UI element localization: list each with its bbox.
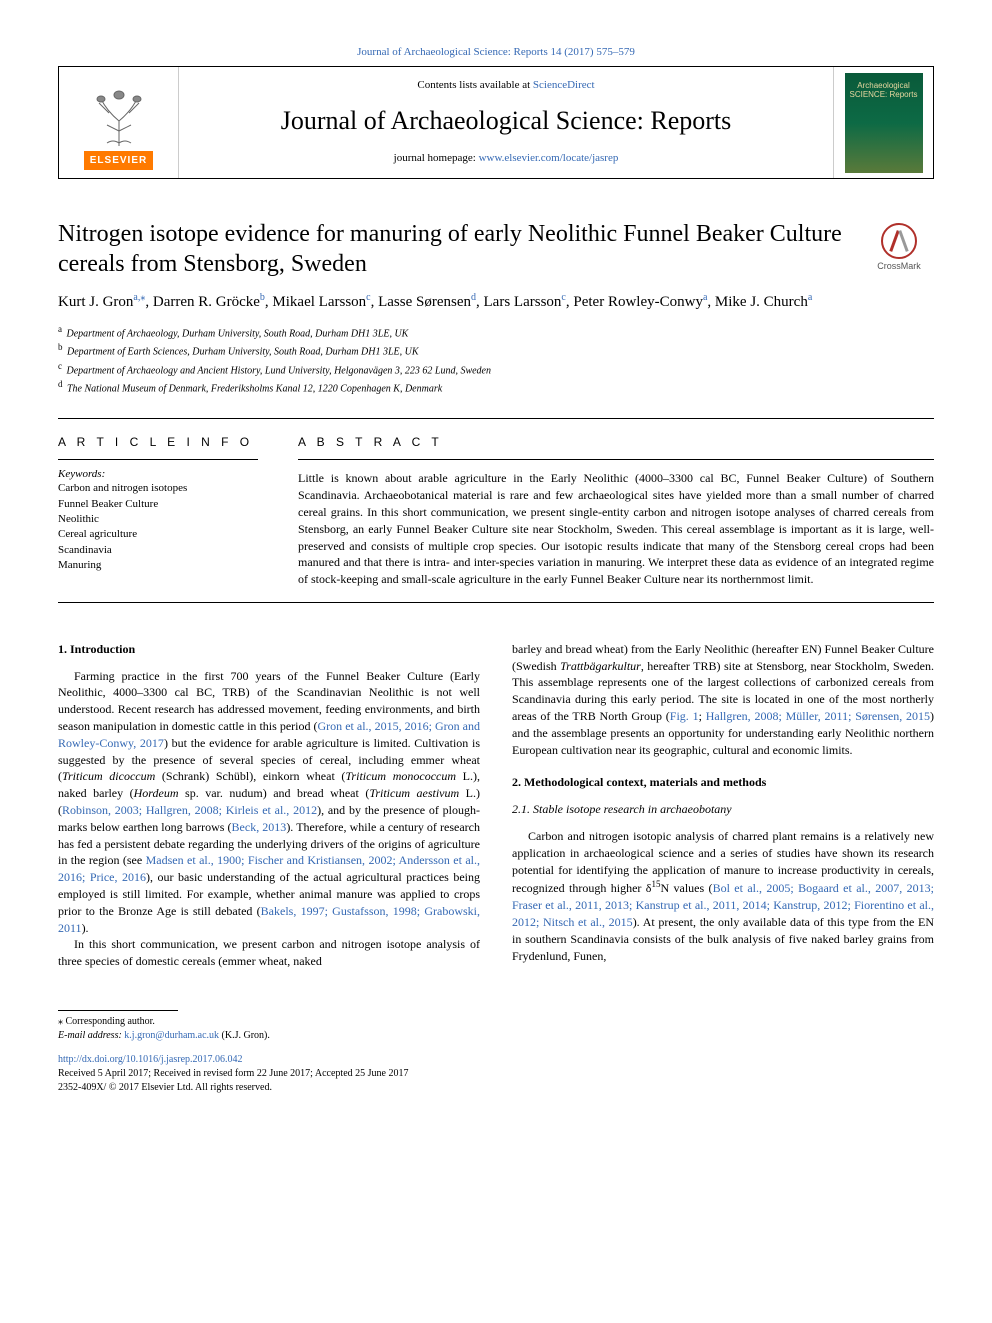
homepage-line: journal homepage: www.elsevier.com/locat… [189,152,823,164]
r-p1: barley and bread wheat) from the Early N… [512,641,934,759]
s1-p2: In this short communication, we present … [58,936,480,970]
section-2-1-heading: 2.1. Stable isotope research in archaeob… [512,801,934,818]
article-info-label: A R T I C L E I N F O [58,435,258,449]
article-title: Nitrogen isotope evidence for manuring o… [58,219,844,279]
homepage-prefix: journal homepage: [394,152,479,164]
cover-thumb-col: Archaeological SCIENCE: Reports [833,67,933,178]
author-0: Kurt J. Grona,⁎ [58,294,145,310]
sciencedirect-link[interactable]: ScienceDirect [533,79,595,91]
abstract-divider [298,459,934,460]
keywords-list: Carbon and nitrogen isotopes Funnel Beak… [58,481,258,573]
right-column: barley and bread wheat) from the Early N… [512,641,934,970]
top-citation: Journal of Archaeological Science: Repor… [58,46,934,58]
abstract-text: Little is known about arable agriculture… [298,470,934,588]
email-link[interactable]: k.j.gron@durham.ac.uk [124,1030,219,1041]
keywords-label: Keywords: [58,468,258,480]
email-line: E-mail address: k.j.gron@durham.ac.uk (K… [58,1029,934,1043]
homepage-link[interactable]: www.elsevier.com/locate/jasrep [479,152,619,164]
ref-link[interactable]: Hallgren, 2008; Müller, 2011; Sørensen, … [706,709,930,723]
contents-line: Contents lists available at ScienceDirec… [189,79,823,91]
journal-cover-thumb: Archaeological SCIENCE: Reports [845,73,923,173]
keyword-5: Manuring [58,558,258,573]
ref-link[interactable]: Beck, 2013 [232,820,287,834]
contents-prefix: Contents lists available at [417,79,532,91]
affiliation-c: c Department of Archaeology and Ancient … [58,360,934,378]
keyword-0: Carbon and nitrogen isotopes [58,481,258,496]
affiliations: a Department of Archaeology, Durham Univ… [58,323,934,396]
header-center: Contents lists available at ScienceDirec… [179,67,833,178]
affiliation-d: d The National Museum of Denmark, Freder… [58,378,934,396]
copyright-line: 2352-409X/ © 2017 Elsevier Ltd. All righ… [58,1081,934,1095]
author-4: Lars Larssonc [484,294,566,310]
author-6: Mike J. Churcha [715,294,812,310]
section-2-heading: 2. Methodological context, materials and… [512,774,934,791]
authors-line: Kurt J. Grona,⁎, Darren R. Gröckeb, Mika… [58,291,934,313]
fig-link[interactable]: Fig. 1 [670,709,699,723]
info-divider [58,459,258,460]
journal-header: ELSEVIER Contents lists available at Sci… [58,66,934,179]
footer: ⁎ Corresponding author. E-mail address: … [58,1004,934,1095]
corresponding-author: ⁎ Corresponding author. [58,1015,934,1029]
crossmark-label: CrossMark [877,261,921,271]
left-column: 1. Introduction Farming practice in the … [58,641,480,970]
crossmark-icon [881,223,917,259]
crossmark-badge[interactable]: CrossMark [864,223,934,271]
footer-rule [58,1010,178,1011]
elsevier-tree-icon [79,81,159,151]
s1-p1: Farming practice in the first 700 years … [58,668,480,937]
s21-p1: Carbon and nitrogen isotopic analysis of… [512,828,934,964]
publisher-logo-col: ELSEVIER [59,67,179,178]
journal-name: Journal of Archaeological Science: Repor… [189,106,823,136]
keyword-2: Neolithic [58,512,258,527]
elsevier-wordmark: ELSEVIER [84,151,153,170]
ref-link[interactable]: Robinson, 2003; Hallgren, 2008; Kirleis … [62,803,317,817]
affiliation-a: a Department of Archaeology, Durham Univ… [58,323,934,341]
keyword-1: Funnel Beaker Culture [58,497,258,512]
author-5: Peter Rowley-Conwya [573,294,707,310]
keyword-4: Scandinavia [58,543,258,558]
section-1-heading: 1. Introduction [58,641,480,658]
abstract-col: A B S T R A C T Little is known about ar… [298,435,934,588]
doi-link[interactable]: http://dx.doi.org/10.1016/j.jasrep.2017.… [58,1054,243,1065]
affiliation-b: b Department of Earth Sciences, Durham U… [58,341,934,359]
abstract-label: A B S T R A C T [298,435,934,449]
article-info-col: A R T I C L E I N F O Keywords: Carbon a… [58,435,258,588]
author-1: Darren R. Gröckeb [153,294,265,310]
top-citation-link[interactable]: Journal of Archaeological Science: Repor… [357,46,635,58]
received-line: Received 5 April 2017; Received in revis… [58,1067,934,1081]
author-2: Mikael Larssonc [272,294,370,310]
keyword-3: Cereal agriculture [58,527,258,542]
author-3: Lasse Sørensend [378,294,476,310]
divider-bottom [58,602,934,603]
